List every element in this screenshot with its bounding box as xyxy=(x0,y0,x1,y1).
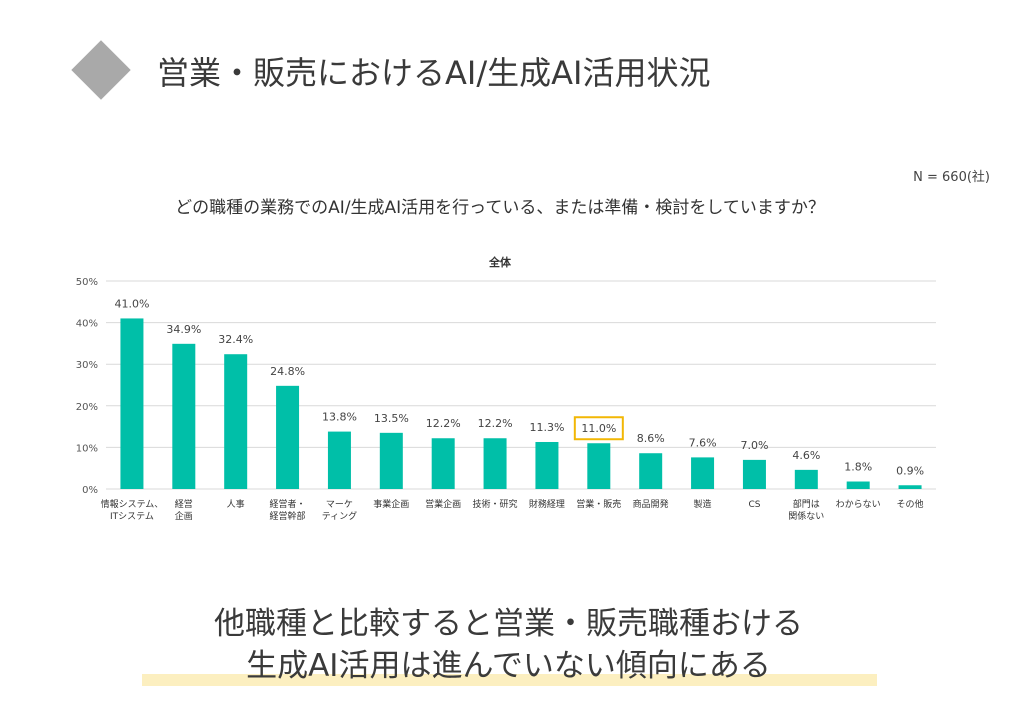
bar xyxy=(846,481,870,489)
chart-title: 全体 xyxy=(488,255,512,269)
x-tick-label: 関係ない xyxy=(788,511,824,522)
data-label: 11.3% xyxy=(529,421,564,434)
x-tick-label: 商品開発 xyxy=(633,498,669,510)
sample-size-note: N = 660(社) xyxy=(913,170,990,185)
data-label: 41.0% xyxy=(114,297,149,310)
x-tick-label: 財務経理 xyxy=(529,498,565,510)
data-label: 12.2% xyxy=(478,417,513,430)
x-tick-label: 経営者・ xyxy=(270,498,306,510)
x-tick-label: ITシステム xyxy=(110,511,154,522)
x-tick-label: 経営 xyxy=(175,498,193,510)
x-tick-label: 人事 xyxy=(227,498,245,510)
y-tick-label: 40% xyxy=(76,319,98,330)
bar xyxy=(276,385,300,489)
x-tick-label: その他 xyxy=(897,498,924,510)
bar xyxy=(172,343,196,489)
y-tick-label: 0% xyxy=(82,485,98,496)
bar xyxy=(224,354,248,489)
bar xyxy=(120,318,144,489)
x-tick-label: マーケ xyxy=(326,499,353,510)
bar xyxy=(379,432,403,489)
bar xyxy=(898,485,922,489)
bar xyxy=(535,441,559,489)
data-label: 13.5% xyxy=(374,412,409,425)
y-tick-label: 20% xyxy=(76,402,98,413)
x-tick-label: 経営幹部 xyxy=(270,510,306,522)
bar xyxy=(691,457,715,489)
x-tick-label: 事業企画 xyxy=(373,498,409,510)
x-tick-label: 部門は xyxy=(793,498,820,510)
bar xyxy=(587,443,611,489)
bar xyxy=(639,453,663,489)
data-label: 12.2% xyxy=(426,417,461,430)
x-tick-label: CS xyxy=(748,500,760,510)
bar xyxy=(483,438,507,489)
bar xyxy=(794,469,818,489)
bar xyxy=(327,431,351,489)
data-label: 4.6% xyxy=(792,449,820,462)
x-tick-label: 技術・研究 xyxy=(473,498,518,510)
data-label: 32.4% xyxy=(218,333,253,346)
data-label: 0.9% xyxy=(896,464,924,477)
x-tick-label: 情報システム、 xyxy=(101,498,164,510)
data-label: 34.9% xyxy=(166,323,201,336)
x-tick-label: 企画 xyxy=(175,510,193,522)
data-label: 1.8% xyxy=(844,461,872,474)
y-tick-label: 50% xyxy=(76,277,98,288)
x-tick-label: わからない xyxy=(836,499,881,510)
conclusion-line-2: 生成AI活用は進んでいない傾向にある xyxy=(246,648,771,684)
page-title: 営業・販売におけるAI/生成AI活用状況 xyxy=(157,54,711,92)
survey-question: どの職種の業務でのAI/生成AI活用を行っている、または準備・検討をしていますか… xyxy=(175,198,825,218)
conclusion-highlight-bar xyxy=(142,674,877,686)
y-tick-label: 10% xyxy=(76,443,98,454)
data-label: 11.0% xyxy=(581,422,616,435)
data-label: 7.0% xyxy=(740,439,768,452)
bar xyxy=(742,459,766,489)
bar-chart: 全体 0% 10% 20% 30% 40% 50% 41.0% 情報システム、ITシステム 34… xyxy=(76,255,936,522)
x-tick-label: 営業・販売 xyxy=(576,498,621,510)
data-label: 24.8% xyxy=(270,365,305,378)
x-tick-label: 営業企画 xyxy=(425,498,461,510)
x-tick-label: ティング xyxy=(322,510,357,522)
title-diamond-icon xyxy=(71,40,131,100)
x-tick-label: 製造 xyxy=(694,498,712,510)
data-label: 7.6% xyxy=(689,436,717,449)
y-tick-label: 30% xyxy=(76,360,98,371)
conclusion-text: 他職種と比較すると営業・販売職種おける 生成AI活用は進んでいない傾向にある xyxy=(0,603,1017,687)
conclusion-line-1: 他職種と比較すると営業・販売職種おける xyxy=(214,606,803,642)
data-label: 8.6% xyxy=(637,432,665,445)
data-label: 13.8% xyxy=(322,411,357,424)
highlight-box xyxy=(573,416,624,441)
bar xyxy=(431,438,455,489)
